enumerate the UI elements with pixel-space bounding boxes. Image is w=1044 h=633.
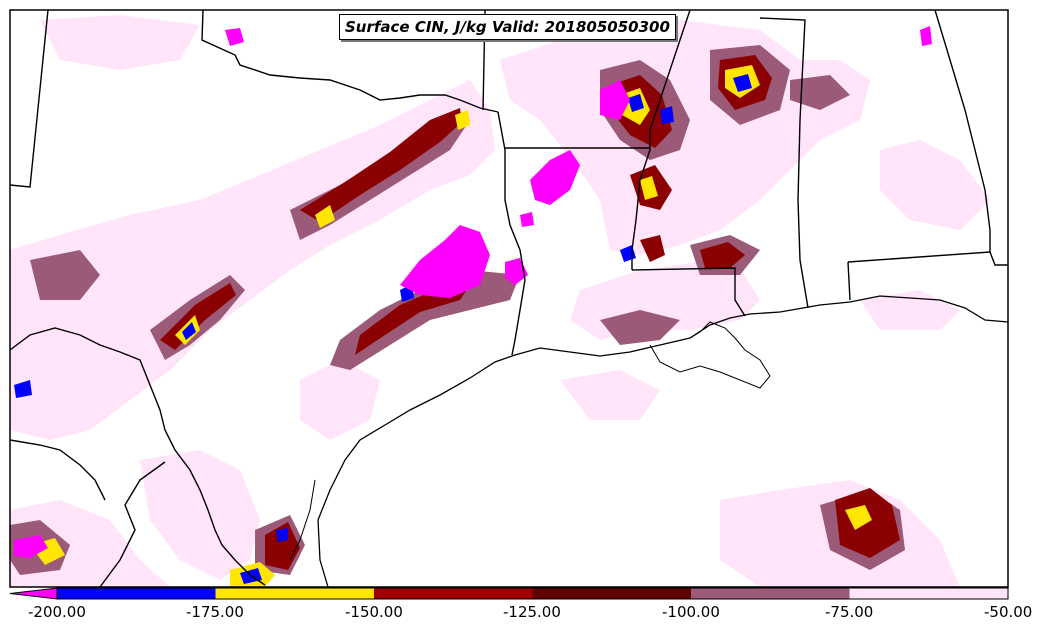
mexico-coast-inner <box>289 479 316 561</box>
colorbar-tick-label: -125.00 <box>503 603 561 621</box>
colorbar-tick-label: -200.00 <box>28 603 86 621</box>
colorbar-tick-label: -175.00 <box>186 603 244 621</box>
colorbar-tick-label: -100.00 <box>662 603 720 621</box>
colorbar-segment <box>849 588 1008 599</box>
colorbar-segment <box>691 588 850 599</box>
cin-contours-magenta <box>14 26 932 558</box>
colorbar-segment <box>532 588 691 599</box>
colorbar-segment <box>374 588 533 599</box>
colorbar-tick-label: -50.00 <box>984 603 1033 621</box>
colorbar <box>9 587 1009 600</box>
colorbar-extend-triangle <box>9 587 58 600</box>
colorbar-tick-label: -75.00 <box>825 603 874 621</box>
map-frame <box>9 9 1009 588</box>
colorbar-segment <box>215 588 374 599</box>
cin-contours-light <box>10 15 990 587</box>
colorbar-segment <box>57 588 216 599</box>
colorbar-tick-label: -150.00 <box>345 603 403 621</box>
colorbar-border <box>56 587 1009 600</box>
political-boundaries <box>9 9 1008 588</box>
gulf-coastline <box>317 295 1009 588</box>
map-title: Surface CIN, J/kg Valid: 201805050300 <box>339 14 676 40</box>
louisiana-bayou-coast <box>649 321 771 389</box>
